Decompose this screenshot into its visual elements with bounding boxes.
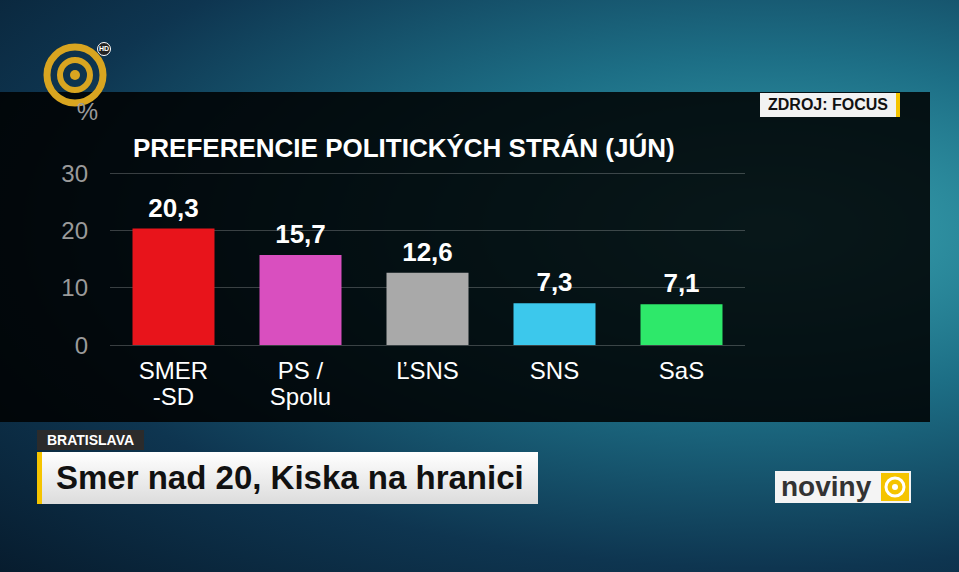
svg-text:SMER: SMER bbox=[139, 357, 208, 384]
html-text:Smer nad 20, Kiska na hranici: Smer nad 20, Kiska na hranici bbox=[56, 459, 524, 496]
svg-text:PREFERENCIE POLITICKÝCH STRÁN: PREFERENCIE POLITICKÝCH STRÁN (JÚN) bbox=[133, 133, 675, 163]
html-text:noviny: noviny bbox=[781, 471, 872, 502]
svg-text:ĽSNS: ĽSNS bbox=[396, 357, 459, 384]
svg-text:12,6: 12,6 bbox=[402, 237, 453, 267]
html-text:HD: HD bbox=[98, 45, 110, 52]
svg-text:20,3: 20,3 bbox=[148, 193, 199, 223]
html-text:BRATISLAVA: BRATISLAVA bbox=[47, 432, 135, 448]
svg-text:30: 30 bbox=[61, 160, 88, 187]
svg-text:7,1: 7,1 bbox=[663, 268, 699, 298]
svg-text:PS /: PS / bbox=[278, 357, 324, 384]
svg-text:7,3: 7,3 bbox=[536, 267, 572, 297]
svg-text:10: 10 bbox=[61, 274, 88, 301]
svg-text:15,7: 15,7 bbox=[275, 219, 326, 249]
svg-text:Spolu: Spolu bbox=[270, 383, 331, 410]
svg-text:-SD: -SD bbox=[153, 383, 194, 410]
svg-text:%: % bbox=[77, 98, 98, 125]
svg-text:SaS: SaS bbox=[659, 357, 704, 384]
svg-text:20: 20 bbox=[61, 217, 88, 244]
svg-text:0: 0 bbox=[75, 332, 88, 359]
svg-text:SNS: SNS bbox=[530, 357, 579, 384]
html-text:ZDROJ: FOCUS: ZDROJ: FOCUS bbox=[768, 96, 888, 113]
